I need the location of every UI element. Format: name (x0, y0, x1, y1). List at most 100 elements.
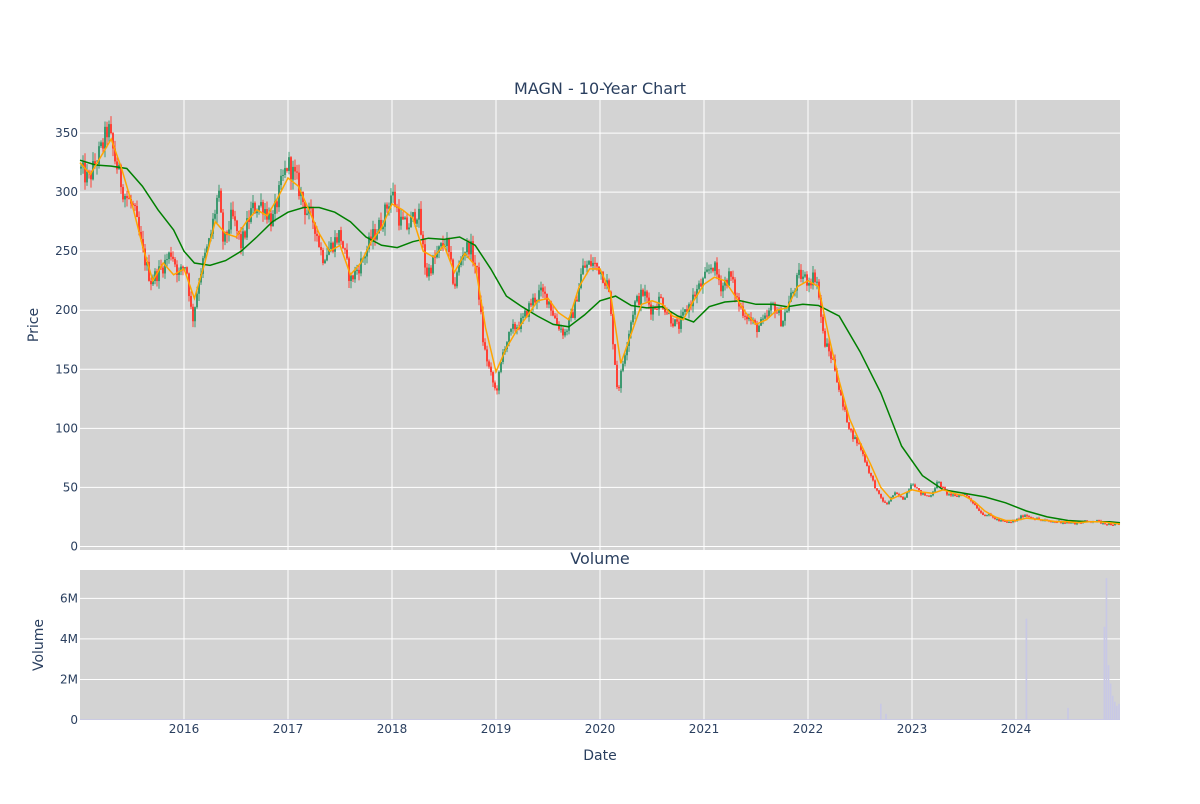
candle-body (568, 318, 570, 331)
candle-body (696, 288, 698, 297)
candle-body (138, 217, 140, 232)
candlestick (556, 313, 558, 325)
candle-body (268, 213, 270, 220)
candlestick (866, 460, 868, 467)
candlestick (852, 428, 854, 442)
candlestick (266, 201, 268, 224)
candle-body (872, 475, 874, 481)
candle-body (670, 312, 672, 324)
candle-body (484, 342, 486, 350)
candle-body (846, 409, 848, 423)
candle-body (1006, 521, 1008, 523)
candlestick (80, 163, 82, 176)
moving-average-short-line (79, 137, 1121, 525)
candlestick (252, 195, 254, 216)
candle-body (632, 314, 634, 323)
candle-body (980, 510, 982, 513)
candlestick (334, 230, 336, 258)
candle-body (572, 312, 574, 318)
candlestick (472, 235, 474, 267)
candlestick (166, 253, 168, 268)
candlestick (552, 305, 554, 317)
candlestick (320, 242, 322, 256)
candlestick (190, 291, 192, 310)
candlestick (978, 507, 980, 512)
candlestick (284, 160, 286, 179)
candlestick (540, 281, 542, 297)
candle-body (958, 495, 960, 497)
candle-body (174, 258, 176, 265)
candle-body (94, 161, 96, 165)
candle-body (638, 296, 640, 305)
candlestick (306, 209, 308, 216)
candle-body (488, 361, 490, 367)
candle-body (390, 195, 392, 207)
candle-body (190, 296, 192, 307)
candle-body (952, 494, 954, 496)
candle-body (1110, 522, 1112, 526)
candle-body (586, 264, 588, 268)
candlestick (562, 327, 564, 339)
candlestick (864, 453, 866, 464)
candlestick (854, 435, 856, 440)
candle-body (408, 227, 410, 230)
candle-body (902, 496, 904, 500)
candle-body (292, 166, 294, 180)
candle-body (114, 148, 116, 162)
candlestick (900, 495, 902, 498)
candle-body (720, 280, 722, 292)
candle-body (522, 316, 524, 318)
candlestick (426, 262, 428, 278)
candlestick (634, 300, 636, 320)
candlestick (398, 199, 400, 231)
candle-body (432, 256, 434, 274)
candle-body (116, 161, 118, 170)
candlestick (646, 289, 648, 303)
candle-body (822, 316, 824, 331)
candlestick (258, 205, 260, 215)
candle-body (718, 274, 720, 281)
candle-body (320, 246, 322, 250)
candle-body (414, 212, 416, 224)
candle-body (796, 275, 798, 291)
candle-body (150, 280, 152, 285)
candle-body (82, 162, 84, 167)
candlestick (696, 284, 698, 304)
candlestick (804, 271, 806, 278)
candle-body (608, 280, 610, 292)
candlestick (622, 360, 624, 373)
candlestick (530, 298, 532, 308)
candle-body (724, 279, 726, 286)
candle-body (288, 157, 290, 171)
candle-body (636, 296, 638, 302)
candle-body (940, 481, 942, 487)
candlestick (850, 428, 852, 433)
candle-body (790, 292, 792, 302)
candlestick (996, 518, 998, 521)
candlestick (170, 246, 172, 261)
volume-bar (1103, 626, 1106, 720)
candle-body (878, 490, 880, 494)
candlestick (492, 371, 494, 387)
candle-body (314, 222, 316, 234)
candle-body (946, 490, 948, 495)
candlestick (486, 345, 488, 367)
x-tick-label: 2022 (793, 722, 824, 736)
candle-body (526, 310, 528, 317)
candle-body (874, 480, 876, 489)
candlestick (582, 258, 584, 276)
candlestick (134, 203, 136, 211)
candlestick (716, 257, 718, 280)
candlestick (566, 328, 568, 336)
candle-body (876, 488, 878, 491)
candlestick (420, 201, 422, 236)
candlestick (156, 268, 158, 287)
candle-body (986, 515, 988, 517)
candle-body (374, 229, 376, 240)
candle-body (652, 307, 654, 315)
x-tick-label: 2017 (273, 722, 304, 736)
candle-body (332, 242, 334, 252)
candle-body (290, 157, 292, 180)
candle-body (368, 236, 370, 250)
volume-y-tick-label: 0 (70, 713, 78, 727)
